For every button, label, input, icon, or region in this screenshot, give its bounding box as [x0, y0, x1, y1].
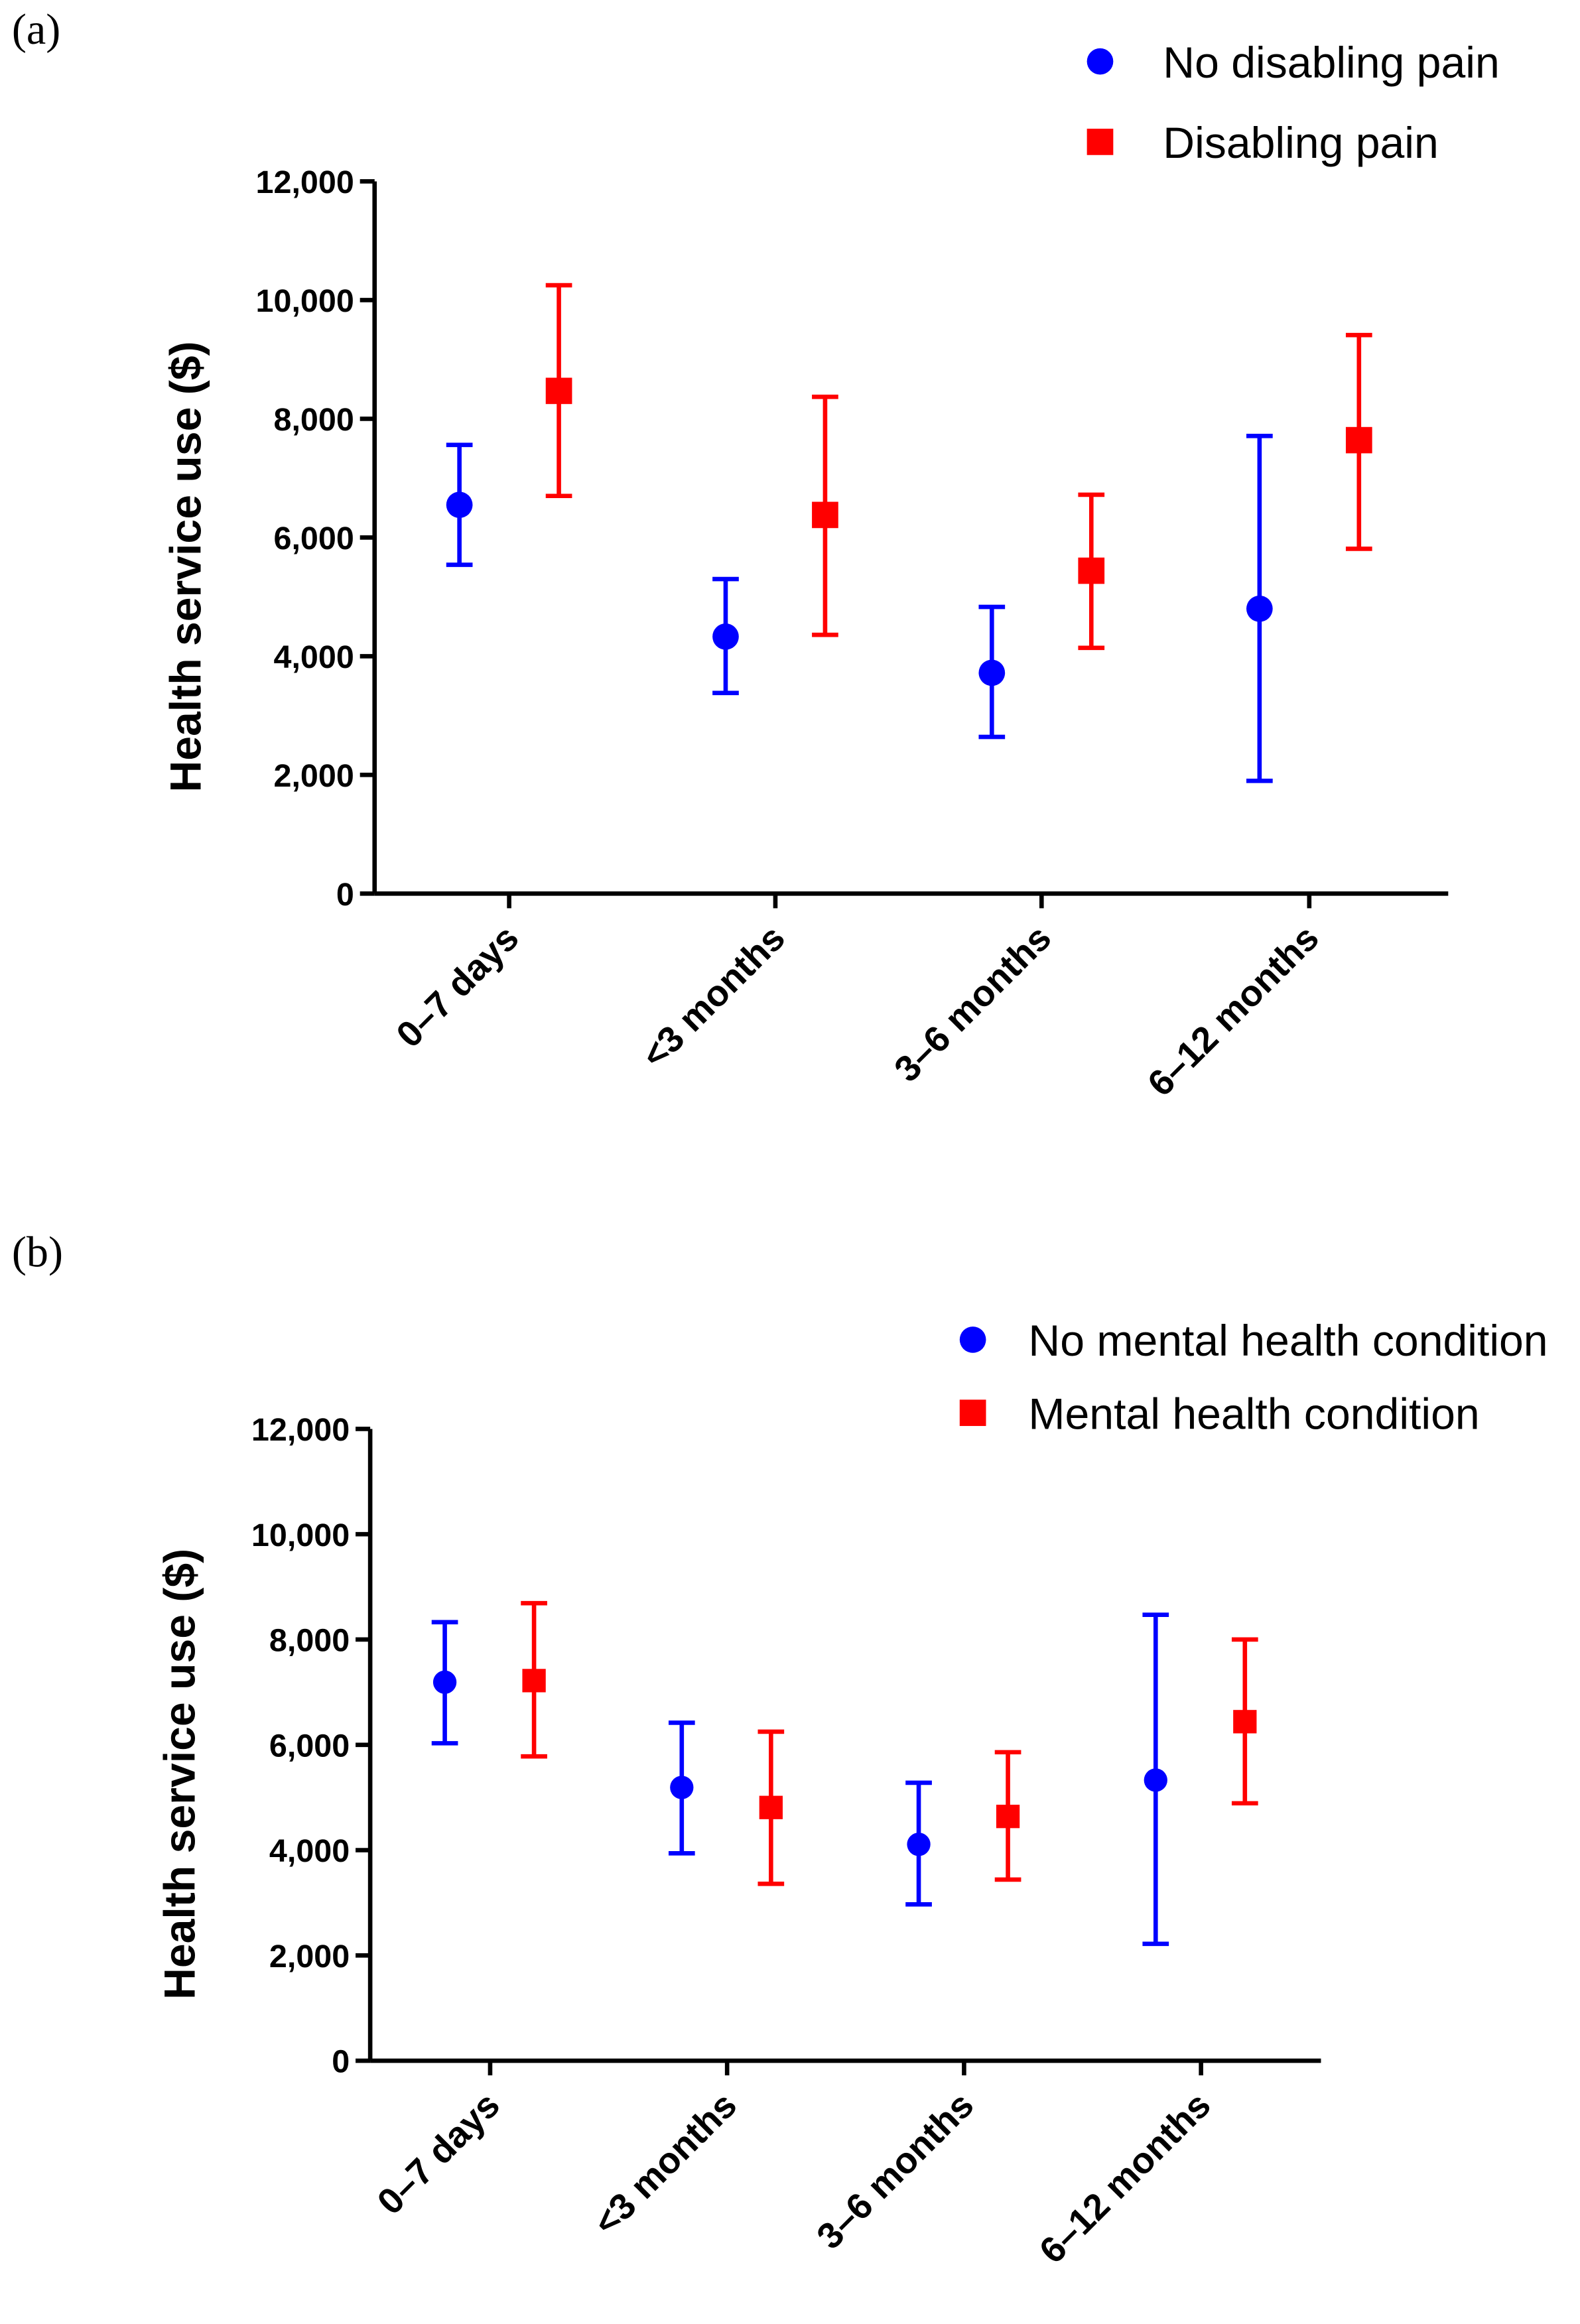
chart-b-x-tick-label: 0–7 days — [369, 2084, 508, 2223]
chart-b-series-2-point — [522, 1669, 546, 1693]
chart-b-x-tick-label: 3–6 months — [809, 2084, 981, 2256]
chart-a-series-2-legend-marker — [1086, 129, 1114, 155]
chart-a-y-tick-label: 10,000 — [256, 283, 354, 319]
chart-a-series-2-point — [812, 501, 838, 529]
chart-a-y-tick-label: 4,000 — [273, 639, 354, 675]
chart-a-series-2-point — [545, 377, 572, 405]
chart-b-y-tick-label: 10,000 — [251, 1517, 350, 1553]
chart-a-x-tick-label: 6–12 months — [1140, 917, 1327, 1104]
chart-b-y-tick-label: 0 — [332, 2044, 350, 2080]
chart-b-y-axis-label: Health service use ($) — [155, 1549, 204, 2000]
chart-a-y-axis-label: Health service use ($) — [161, 341, 210, 792]
chart-b-x-tick-label: <3 months — [585, 2084, 744, 2243]
chart-a-x-tick-label: 3–6 months — [886, 917, 1059, 1090]
chart-b-series-2-point — [1233, 1710, 1257, 1734]
chart-b-x-tick-label: 6–12 months — [1031, 2084, 1218, 2271]
chart-b-panel-label: (b) — [12, 1228, 63, 1277]
chart-a-y-tick-label: 6,000 — [273, 521, 354, 556]
chart-a-series-2-point — [1345, 426, 1372, 454]
chart-a-y-tick-label: 8,000 — [273, 402, 354, 438]
chart-b-series-1-point — [907, 1833, 931, 1856]
chart-a-series-2-legend-label: Disabling pain — [1163, 119, 1438, 168]
chart-b-series-2-legend-marker — [959, 1399, 986, 1427]
chart-a-y-tick-label: 0 — [336, 877, 354, 913]
chart-a-series-1-point — [1246, 595, 1273, 622]
chart-a-series-1-point — [446, 491, 473, 519]
chart-a-y-tick-label: 12,000 — [256, 164, 354, 200]
chart-a-x-tick-label: 0–7 days — [388, 917, 527, 1056]
chart-a-y-tick-label: 2,000 — [273, 758, 354, 794]
chart-b-series-1-point — [670, 1775, 694, 1799]
chart-a-panel-label: (a) — [12, 5, 60, 54]
chart-b-series-2-legend-label: Mental health condition — [1028, 1389, 1479, 1439]
chart-a-series-2-point — [1078, 557, 1105, 584]
chart-b-y-tick-label: 12,000 — [251, 1412, 350, 1448]
chart-a-series-1-point — [712, 623, 739, 650]
chart-a-x-tick-label: <3 months — [633, 917, 793, 1076]
chart-b-y-tick-label: 6,000 — [269, 1728, 350, 1764]
chart-b-series-2-point — [996, 1805, 1020, 1829]
chart-a-series-1-legend-label: No disabling pain — [1163, 38, 1499, 88]
chart-b-y-tick-label: 4,000 — [269, 1833, 350, 1869]
chart-a-series-1-legend-marker — [1086, 48, 1114, 75]
chart-b-series-1-legend-marker — [959, 1326, 986, 1353]
chart-b-series-1-point — [1144, 1768, 1167, 1792]
chart-b-series-2-point — [759, 1795, 783, 1819]
chart-b-y-tick-label: 2,000 — [269, 1939, 350, 1974]
chart-b-series-1-legend-label: No mental health condition — [1028, 1317, 1547, 1366]
chart-b-series-1-point — [432, 1670, 457, 1694]
chart-b-y-tick-label: 8,000 — [269, 1623, 350, 1659]
chart-a-series-1-point — [978, 659, 1006, 686]
